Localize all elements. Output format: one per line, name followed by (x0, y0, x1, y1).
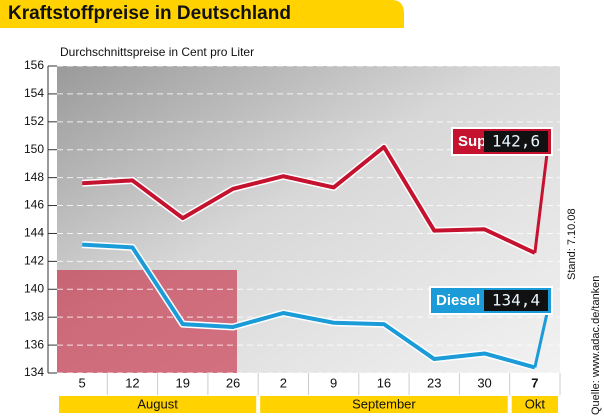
y-tick-label: 154 (24, 86, 44, 100)
month-label: August (137, 396, 178, 411)
value-label: 142,6 (492, 132, 540, 151)
x-tick-label: 19 (176, 375, 190, 390)
line (82, 144, 536, 255)
y-tick-label: 148 (24, 170, 44, 184)
y-tick-label: 142 (24, 254, 44, 268)
line (82, 242, 536, 370)
x-tick-label: 5 (79, 375, 86, 390)
y-tick-label: 150 (24, 142, 44, 156)
y-tick-label: 134 (24, 365, 44, 379)
y-tick-label: 140 (24, 281, 44, 295)
y-tick-label: 146 (24, 198, 44, 212)
photo-decoration (57, 270, 237, 373)
month-bar (260, 396, 508, 413)
y-tick-label: 138 (24, 309, 44, 323)
chart-title: Kraftstoffpreise in Deutschland (8, 3, 291, 24)
legend-label: Diesel (436, 292, 480, 309)
x-tick-label: 2 (280, 375, 287, 390)
y-tick-label: 136 (24, 337, 44, 351)
month-bar (511, 396, 558, 413)
x-tick-label: 7 (531, 375, 538, 390)
title-bar (0, 0, 404, 28)
x-tick-label: 9 (330, 375, 337, 390)
y-tick-label: 144 (24, 226, 44, 240)
label-connector (533, 313, 549, 368)
month-bar (59, 396, 257, 413)
label-connector (533, 154, 549, 254)
x-tick-label: 12 (125, 375, 139, 390)
x-tick-label: 23 (427, 375, 441, 390)
month-label: September (352, 396, 416, 411)
chart-subtitle: Durchschnittspreise in Cent pro Liter (60, 45, 254, 59)
x-tick-label: 30 (477, 375, 491, 390)
value-label: 134,4 (492, 291, 540, 310)
display (484, 131, 548, 152)
x-tick-label: 26 (226, 375, 240, 390)
y-tick-label: 152 (24, 114, 44, 128)
display (484, 290, 548, 311)
month-label: Okt (525, 396, 546, 411)
y-tick-label: 156 (24, 58, 44, 72)
source: Quelle: www.adac.de/tanken (590, 276, 602, 415)
x-tick-label: 16 (377, 375, 391, 390)
date: Stand: 7.10.08 (566, 208, 578, 280)
